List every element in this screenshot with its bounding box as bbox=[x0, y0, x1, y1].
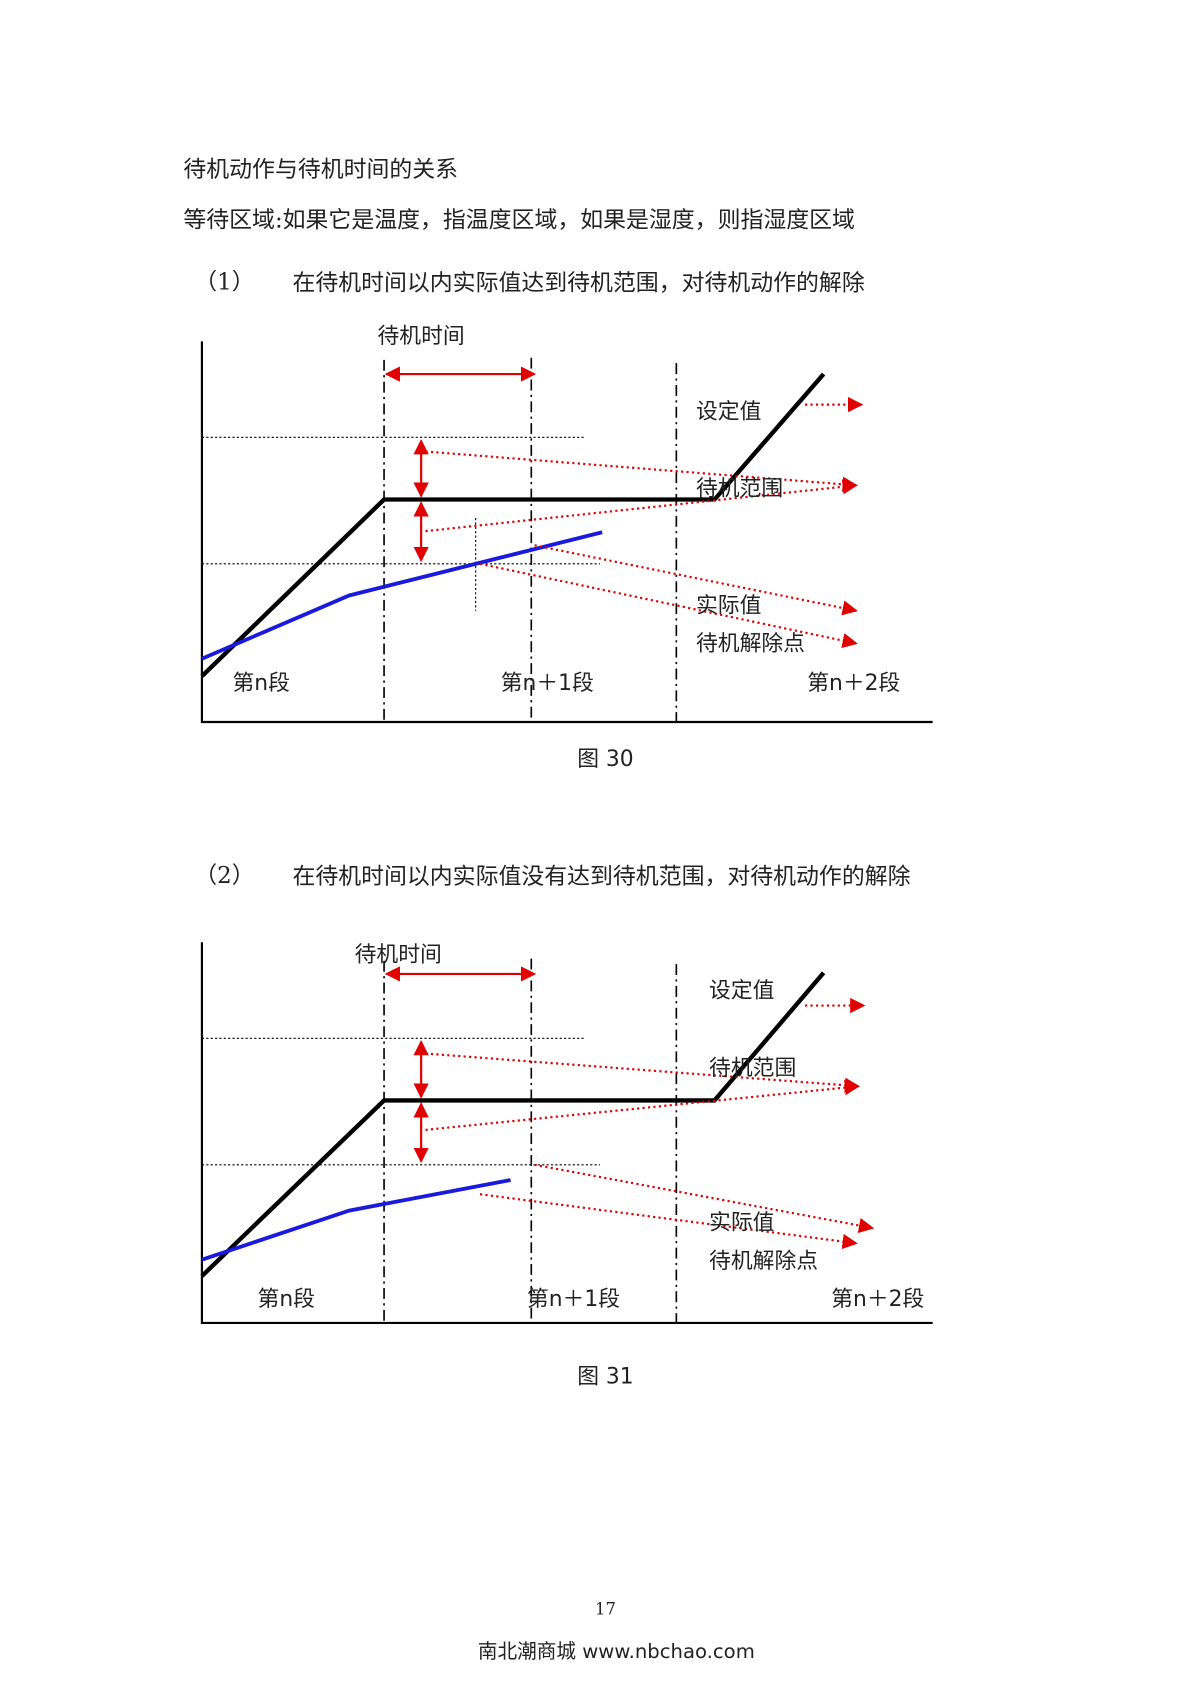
section-number: （1） bbox=[194, 270, 254, 296]
actual-line bbox=[201, 1178, 511, 1262]
label: 设定值 bbox=[696, 399, 761, 424]
pointer bbox=[534, 544, 858, 616]
label: 待机时间 bbox=[378, 324, 465, 349]
range-lines bbox=[201, 436, 600, 611]
caption: 图 30 bbox=[577, 747, 633, 772]
range-lines bbox=[201, 1037, 600, 1166]
axes bbox=[200, 341, 933, 724]
axes bbox=[200, 942, 933, 1325]
segment-label: 第n段 bbox=[232, 671, 289, 696]
diagram: 待机时间 设定值 待机范围 实际值 待机解除点 第n段 第n＋1段 第n＋2段 bbox=[200, 324, 933, 724]
segment-label: 第n＋2段 bbox=[831, 1287, 924, 1312]
pointer bbox=[534, 1163, 875, 1234]
label: 待机解除点 bbox=[696, 632, 805, 657]
label: 实际值 bbox=[709, 1211, 774, 1236]
pointer bbox=[425, 1052, 860, 1093]
segment-label: 第n＋1段 bbox=[527, 1287, 620, 1312]
pointer bbox=[479, 1193, 858, 1250]
footer: 南北潮商城 www.nbchao.com bbox=[478, 1640, 755, 1663]
section-text: 在待机时间以内实际值没有达到待机范围，对待机动作的解除 bbox=[292, 864, 910, 890]
pointer bbox=[425, 479, 858, 533]
section-number: （2） bbox=[194, 863, 254, 889]
page-number: 17 bbox=[595, 1599, 616, 1618]
section-text: 在待机时间以内实际值达到待机范围，对待机动作的解除 bbox=[292, 271, 864, 297]
label: 待机范围 bbox=[696, 477, 783, 502]
label: 待机范围 bbox=[709, 1056, 796, 1081]
label: 实际值 bbox=[696, 593, 761, 618]
pointer bbox=[425, 1080, 860, 1131]
setpoint-line bbox=[200, 971, 826, 1278]
segment-label: 第n＋2段 bbox=[807, 671, 900, 696]
segment-label: 第n段 bbox=[258, 1287, 315, 1312]
segment-label: 第n＋1段 bbox=[501, 671, 594, 696]
pointer bbox=[425, 450, 858, 492]
intro: 等待区域:如果它是温度，指温度区域，如果是湿度，则指湿度区域 bbox=[183, 207, 855, 233]
label: 待机时间 bbox=[355, 942, 442, 967]
pointer bbox=[479, 562, 858, 649]
label: 待机解除点 bbox=[709, 1249, 818, 1274]
label: 设定值 bbox=[709, 978, 774, 1003]
heading: 待机动作与待机时间的关系 bbox=[183, 157, 458, 183]
segment-dividers bbox=[383, 958, 678, 1323]
setpoint-line bbox=[200, 372, 826, 678]
actual-line bbox=[201, 530, 603, 661]
diagram: 待机时间 设定值 待机范围 实际值 待机解除点 第n段 第n＋1段 第n＋2段 bbox=[200, 942, 933, 1325]
segment-dividers bbox=[383, 357, 678, 722]
caption: 图 31 bbox=[577, 1364, 633, 1389]
